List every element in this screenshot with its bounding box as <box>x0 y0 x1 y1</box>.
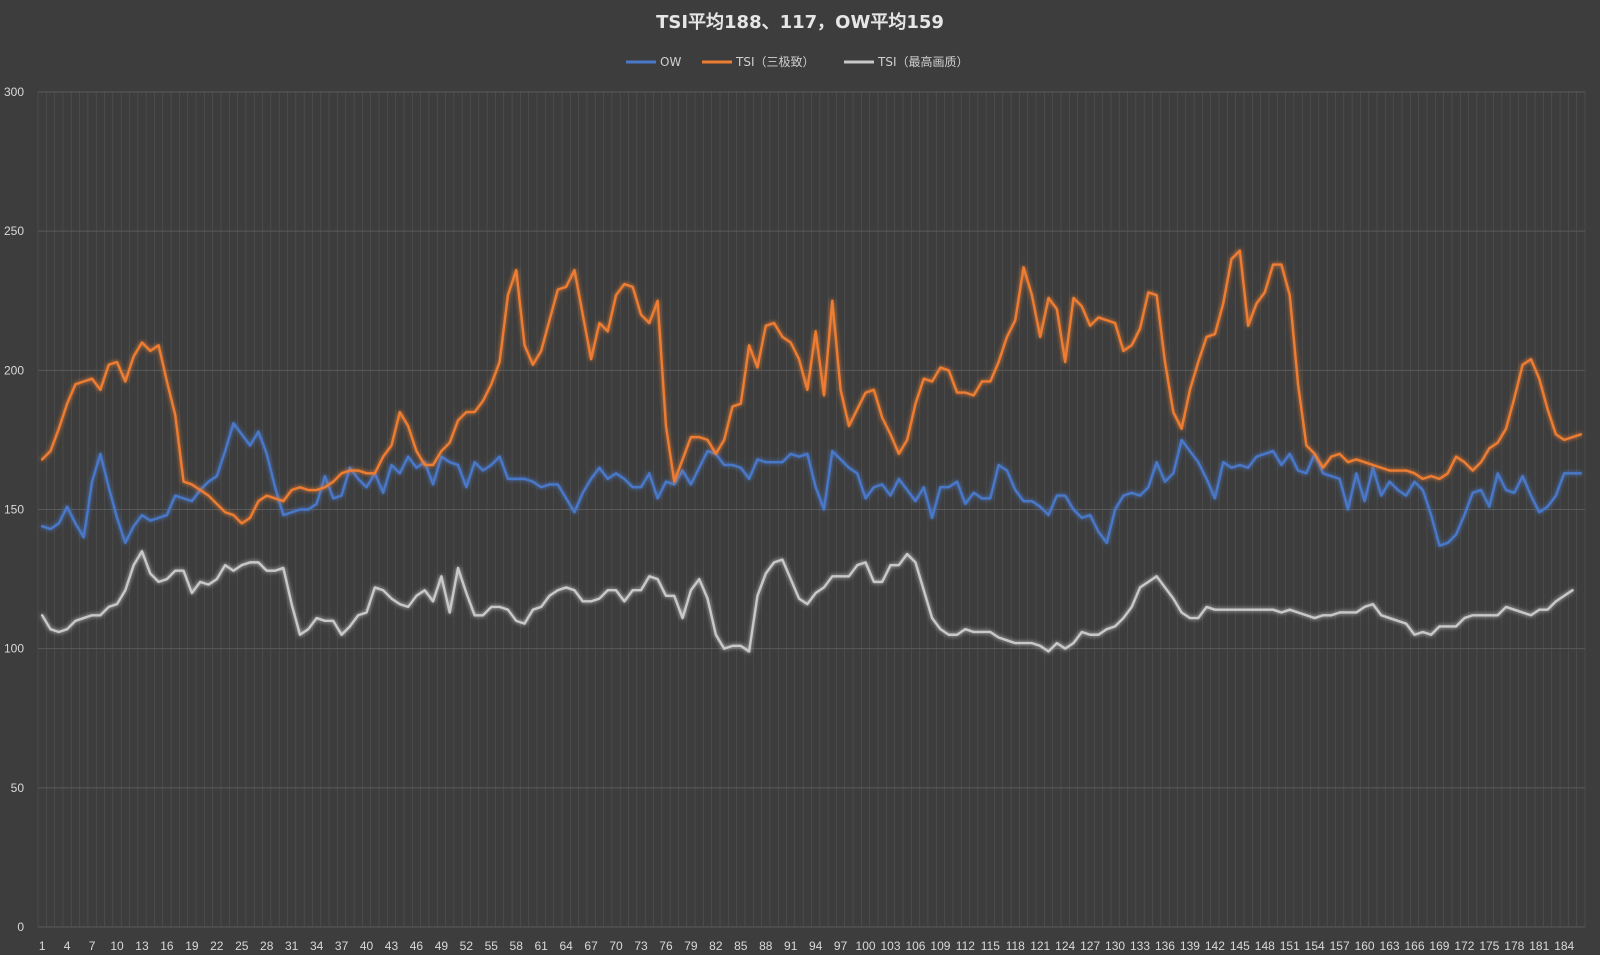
x-tick-label: 58 <box>510 939 524 953</box>
x-tick-label: 100 <box>856 939 876 953</box>
x-tick-label: 4 <box>64 939 71 953</box>
x-tick-label: 10 <box>110 939 124 953</box>
x-tick-label: 145 <box>1230 939 1250 953</box>
y-tick-label: 0 <box>17 920 24 934</box>
y-axis: 0 50 100 150 200 250 300 <box>4 85 24 934</box>
x-axis: 1 4 7 10 13 16 19 22 25 28 31 34 37 40 43 46 49 52 55 58 61 6… <box>39 939 1575 953</box>
x-tick-label: 118 <box>1006 939 1025 953</box>
x-tick-label: 22 <box>210 939 224 953</box>
x-tick-label: 148 <box>1255 939 1275 953</box>
x-tick-label: 70 <box>609 939 623 953</box>
series-layer <box>40 249 1583 653</box>
gridlines <box>37 91 1586 928</box>
x-tick-label: 142 <box>1205 939 1225 953</box>
x-tick-label: 169 <box>1429 939 1449 953</box>
x-tick-label: 166 <box>1404 939 1424 953</box>
y-tick-label: 200 <box>4 363 24 377</box>
x-tick-label: 154 <box>1305 939 1325 953</box>
y-tick-label: 50 <box>11 781 25 795</box>
x-tick-label: 64 <box>559 939 573 953</box>
x-tick-label: 67 <box>584 939 598 953</box>
x-tick-label: 97 <box>834 939 848 953</box>
x-tick-label: 37 <box>335 939 349 953</box>
x-tick-label: 76 <box>659 939 673 953</box>
x-tick-label: 52 <box>460 939 474 953</box>
series-line-0 <box>40 422 1583 547</box>
x-tick-label: 7 <box>89 939 96 953</box>
legend-label: TSI（最高画质） <box>877 54 969 69</box>
x-tick-label: 61 <box>535 939 549 953</box>
x-tick-label: 112 <box>956 939 975 953</box>
x-tick-label: 181 <box>1529 939 1549 953</box>
x-tick-label: 1 <box>39 939 46 953</box>
x-tick-label: 160 <box>1355 939 1375 953</box>
x-tick-label: 133 <box>1130 939 1150 953</box>
x-tick-label: 16 <box>160 939 174 953</box>
x-tick-label: 46 <box>410 939 424 953</box>
y-tick-label: 150 <box>4 503 24 517</box>
x-tick-label: 88 <box>759 939 773 953</box>
legend: OW TSI（三极致） TSI（最高画质） <box>626 54 969 69</box>
x-tick-label: 157 <box>1330 939 1350 953</box>
y-tick-label: 300 <box>4 85 24 99</box>
x-tick-label: 43 <box>385 939 399 953</box>
legend-label: OW <box>660 55 681 69</box>
x-tick-label: 34 <box>310 939 324 953</box>
x-tick-label: 178 <box>1504 939 1524 953</box>
x-tick-label: 49 <box>435 939 449 953</box>
x-tick-label: 106 <box>905 939 925 953</box>
x-tick-label: 124 <box>1055 939 1075 953</box>
x-tick-label: 31 <box>285 939 299 953</box>
x-tick-label: 28 <box>260 939 274 953</box>
x-tick-label: 79 <box>684 939 698 953</box>
x-tick-label: 172 <box>1454 939 1474 953</box>
series-line-2 <box>40 550 1574 653</box>
x-tick-label: 85 <box>734 939 748 953</box>
x-tick-label: 184 <box>1554 939 1574 953</box>
x-tick-label: 25 <box>235 939 249 953</box>
x-tick-label: 127 <box>1080 939 1100 953</box>
series-line-1 <box>40 249 1583 525</box>
x-tick-label: 40 <box>360 939 374 953</box>
x-tick-label: 115 <box>981 939 1000 953</box>
chart-title: TSI平均188、117，OW平均159 <box>656 11 944 33</box>
x-tick-label: 151 <box>1280 939 1300 953</box>
x-tick-label: 73 <box>634 939 648 953</box>
x-tick-label: 136 <box>1155 939 1175 953</box>
x-tick-label: 121 <box>1030 939 1050 953</box>
x-tick-label: 91 <box>784 939 798 953</box>
x-tick-label: 103 <box>880 939 900 953</box>
x-tick-label: 94 <box>809 939 823 953</box>
y-tick-label: 250 <box>4 224 24 238</box>
x-tick-label: 130 <box>1105 939 1125 953</box>
x-tick-label: 175 <box>1479 939 1499 953</box>
x-tick-label: 55 <box>485 939 499 953</box>
y-tick-label: 100 <box>4 642 24 656</box>
x-tick-label: 139 <box>1180 939 1200 953</box>
legend-label: TSI（三极致） <box>735 55 815 69</box>
x-tick-label: 82 <box>709 939 723 953</box>
x-tick-label: 163 <box>1380 939 1400 953</box>
x-tick-label: 13 <box>135 939 149 953</box>
x-tick-label: 19 <box>185 939 199 953</box>
x-tick-label: 109 <box>930 939 950 953</box>
